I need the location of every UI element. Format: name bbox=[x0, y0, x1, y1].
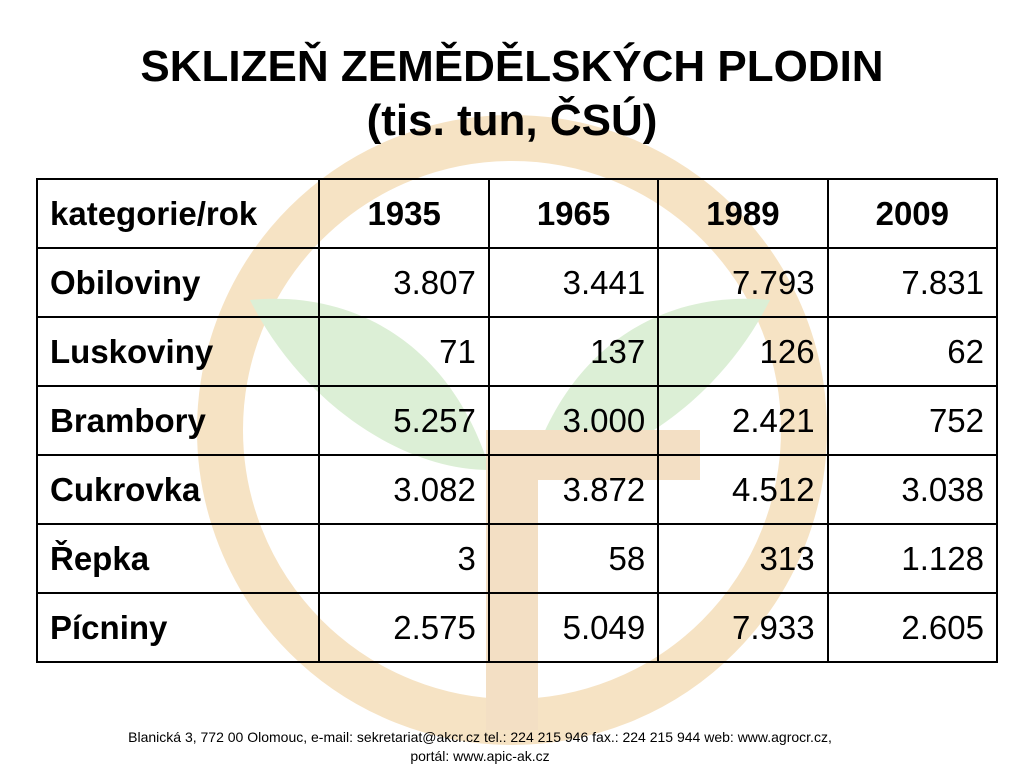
year-header: 1935 bbox=[318, 178, 490, 249]
table-row: Brambory 5.257 3.000 2.421 752 bbox=[35, 385, 999, 456]
category-cell: Řepka bbox=[35, 523, 321, 594]
value-cell: 752 bbox=[826, 385, 999, 456]
table-header-row: kategorie/rok 1935 1965 1989 2009 bbox=[35, 178, 999, 249]
value-cell: 3.000 bbox=[487, 385, 660, 456]
table-row: Obiloviny 3.807 3.441 7.793 7.831 bbox=[35, 247, 999, 318]
value-cell: 3.082 bbox=[318, 454, 490, 525]
value-cell: 3.038 bbox=[826, 454, 999, 525]
category-cell: Brambory bbox=[35, 385, 321, 456]
value-cell: 2.421 bbox=[657, 385, 829, 456]
value-cell: 7.933 bbox=[657, 592, 829, 663]
year-header: 2009 bbox=[826, 178, 999, 249]
harvest-table: kategorie/rok 1935 1965 1989 2009 Obilov… bbox=[35, 178, 999, 663]
footer-line-2: portál: www.apic-ak.cz bbox=[410, 748, 550, 764]
year-header: 1965 bbox=[487, 178, 660, 249]
value-cell: 137 bbox=[487, 316, 660, 387]
value-cell: 3.872 bbox=[487, 454, 660, 525]
slide-title-line-2: (tis. tun, ČSÚ) bbox=[366, 96, 658, 145]
table-row: Pícniny 2.575 5.049 7.933 2.605 bbox=[35, 592, 999, 663]
value-cell: 1.128 bbox=[826, 523, 999, 594]
category-cell: Pícniny bbox=[35, 592, 321, 663]
year-header: 1989 bbox=[657, 178, 829, 249]
footer-line-1: Blanická 3, 772 00 Olomouc, e-mail: sekr… bbox=[128, 729, 832, 745]
value-cell: 58 bbox=[487, 523, 660, 594]
value-cell: 5.257 bbox=[318, 385, 490, 456]
value-cell: 5.049 bbox=[487, 592, 660, 663]
value-cell: 62 bbox=[826, 316, 999, 387]
table-row: Cukrovka 3.082 3.872 4.512 3.038 bbox=[35, 454, 999, 525]
table-row: Luskoviny 71 137 126 62 bbox=[35, 316, 999, 387]
value-cell: 7.831 bbox=[826, 247, 999, 318]
value-cell: 313 bbox=[657, 523, 829, 594]
table-row: Řepka 3 58 313 1.128 bbox=[35, 523, 999, 594]
value-cell: 126 bbox=[657, 316, 829, 387]
value-cell: 2.605 bbox=[826, 592, 999, 663]
category-cell: Luskoviny bbox=[35, 316, 321, 387]
value-cell: 7.793 bbox=[657, 247, 829, 318]
slide-title-line-1: SKLIZEŇ ZEMĚDĚLSKÝCH PLODIN bbox=[140, 42, 884, 91]
corner-header: kategorie/rok bbox=[35, 178, 321, 249]
value-cell: 71 bbox=[318, 316, 490, 387]
value-cell: 2.575 bbox=[318, 592, 490, 663]
slide-title: SKLIZEŇ ZEMĚDĚLSKÝCH PLODIN (tis. tun, Č… bbox=[0, 40, 1024, 148]
category-cell: Cukrovka bbox=[35, 454, 321, 525]
value-cell: 4.512 bbox=[657, 454, 829, 525]
value-cell: 3.441 bbox=[487, 247, 660, 318]
value-cell: 3 bbox=[318, 523, 490, 594]
footer-contact: Blanická 3, 772 00 Olomouc, e-mail: sekr… bbox=[0, 728, 960, 766]
value-cell: 3.807 bbox=[318, 247, 490, 318]
category-cell: Obiloviny bbox=[35, 247, 321, 318]
